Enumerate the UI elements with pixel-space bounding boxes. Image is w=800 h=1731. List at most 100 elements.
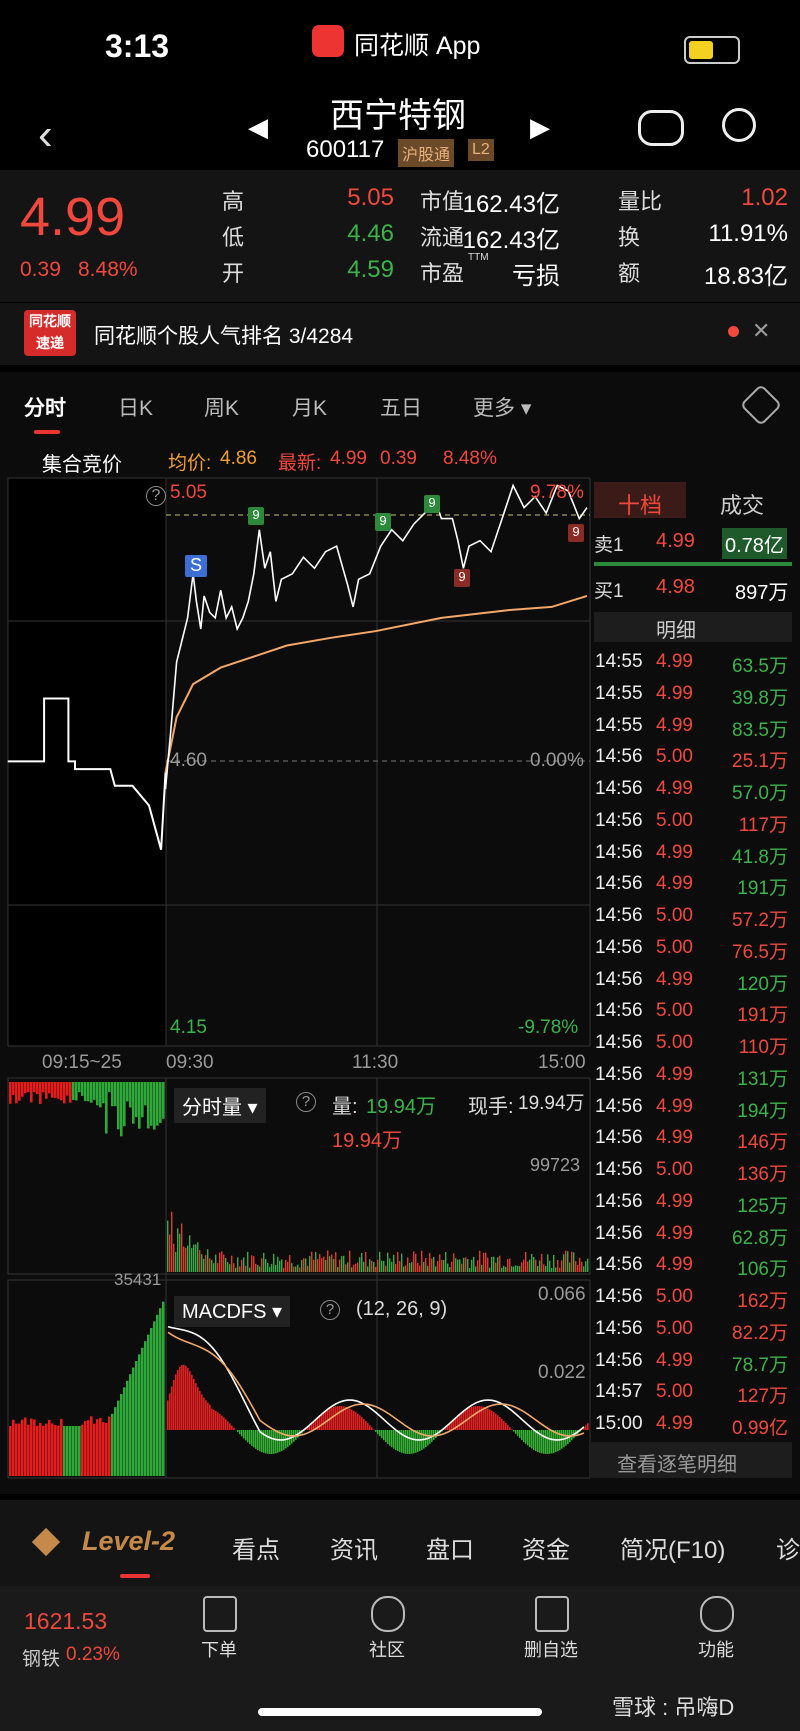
volume-bar xyxy=(173,1243,175,1272)
volume-bar xyxy=(393,1254,395,1272)
back-button[interactable]: ‹ xyxy=(38,110,53,159)
auction-vol xyxy=(99,1082,102,1108)
auction-bar xyxy=(144,1341,147,1476)
volume-bar xyxy=(431,1258,433,1272)
macd-bar xyxy=(451,1420,453,1430)
buy-price: 4.98 xyxy=(656,576,695,598)
help-icon[interactable]: ? xyxy=(320,1300,340,1320)
chart-tab[interactable]: 五日 xyxy=(380,397,422,420)
nav-icon[interactable] xyxy=(203,1596,237,1632)
chart-tab[interactable]: 更多 ▾ xyxy=(473,397,532,420)
bottom-tab[interactable]: 资讯 xyxy=(330,1537,378,1564)
help-icon[interactable]: ? xyxy=(146,486,166,506)
trade-volume: 82.2万 xyxy=(732,1322,788,1344)
chart-tab[interactable]: 分时 xyxy=(24,397,66,420)
auction-bar xyxy=(147,1334,150,1476)
help-icon[interactable]: ? xyxy=(296,1092,316,1112)
trade-price: 4.99 xyxy=(656,682,693,704)
detail-bar[interactable] xyxy=(594,612,792,642)
macd-bar xyxy=(201,1394,203,1430)
volume-bar xyxy=(385,1265,387,1272)
change-pct: 8.48% xyxy=(78,258,138,281)
trade-time: 14:56 xyxy=(595,1063,643,1085)
volume-bar xyxy=(195,1244,197,1272)
volume-selector[interactable]: 分时量 ▾ xyxy=(174,1088,266,1123)
banner-text[interactable]: 同花顺个股人气排名 3/4284 xyxy=(94,325,354,348)
macd-bar xyxy=(459,1413,461,1430)
volume-bar xyxy=(241,1259,243,1272)
volume-bar xyxy=(181,1223,183,1272)
trade-volume: 162万 xyxy=(737,1291,788,1312)
volume-bar xyxy=(353,1264,355,1272)
bottom-tab[interactable]: 资金 xyxy=(522,1537,570,1564)
vol: 19.94万 xyxy=(366,1096,437,1118)
chart-tab[interactable]: 周K xyxy=(204,397,240,420)
more-bar[interactable] xyxy=(590,1442,792,1478)
macd-bar xyxy=(177,1369,179,1430)
volume-bar xyxy=(293,1266,295,1272)
stat-value: 4.46 xyxy=(347,220,394,247)
volume-bar xyxy=(237,1257,239,1272)
nav-label[interactable]: 功能 xyxy=(698,1640,734,1660)
volume-bar xyxy=(271,1263,273,1272)
macd-bar xyxy=(499,1417,501,1430)
next-stock[interactable]: ▶ xyxy=(530,112,550,142)
macd-bar xyxy=(487,1408,489,1430)
bottom-tab[interactable]: 诊 xyxy=(776,1537,800,1564)
macd-bar xyxy=(205,1400,207,1430)
prev-stock[interactable]: ◀ xyxy=(248,112,268,142)
book-tab[interactable]: 成交 xyxy=(720,493,765,518)
volume-bar xyxy=(423,1261,425,1272)
watermark: 雪球 : 吊嗨D xyxy=(612,1695,735,1720)
bottom-tab[interactable]: 盘口 xyxy=(426,1537,474,1564)
volume-bar xyxy=(447,1263,449,1272)
nav-label[interactable]: 删自选 xyxy=(524,1640,578,1660)
volume-bar xyxy=(289,1255,291,1272)
auction-vol xyxy=(39,1082,42,1104)
macd-bar xyxy=(501,1418,503,1430)
close-banner[interactable]: ✕ xyxy=(752,318,771,343)
trade-volume: 57.0万 xyxy=(732,783,788,804)
nav-icon[interactable] xyxy=(700,1596,734,1632)
auction-bar xyxy=(57,1425,60,1476)
macd-bar xyxy=(481,1406,483,1430)
trade-time: 14:56 xyxy=(595,841,643,863)
chart-tab[interactable]: 月K xyxy=(292,397,328,420)
bottom-tab[interactable]: 看点 xyxy=(232,1537,280,1564)
volume-bar xyxy=(561,1260,563,1272)
nav-icon[interactable] xyxy=(371,1596,405,1632)
macd-bar xyxy=(397,1430,399,1452)
robot-icon[interactable] xyxy=(638,110,684,146)
macd-bar xyxy=(321,1413,323,1430)
volume-bar xyxy=(421,1250,423,1272)
macd-bar xyxy=(381,1430,383,1439)
volume-bar xyxy=(267,1262,269,1272)
volume-bar xyxy=(371,1260,373,1272)
bottom-tab[interactable]: 简况(F10) xyxy=(620,1537,726,1564)
signal-marker: 9 xyxy=(375,513,391,531)
macd-bar xyxy=(453,1418,455,1430)
auction-bar xyxy=(18,1423,21,1476)
volume-bar xyxy=(339,1259,341,1272)
search-icon[interactable] xyxy=(722,108,756,142)
nav-icon[interactable] xyxy=(535,1596,569,1632)
volume-bar xyxy=(441,1259,443,1272)
avg-label: 均价: xyxy=(168,453,212,474)
trade-volume: 127万 xyxy=(737,1386,788,1408)
chart-tab[interactable]: 日K xyxy=(118,397,154,420)
auction-vol xyxy=(48,1082,51,1094)
volume-bar xyxy=(365,1251,367,1272)
book-tab[interactable]: 十档 xyxy=(618,493,663,518)
macd-bar xyxy=(197,1387,199,1430)
auction-vol xyxy=(153,1082,156,1130)
more-link[interactable]: 查看逐笔明细 xyxy=(617,1454,737,1476)
volume-bar xyxy=(301,1260,303,1272)
nav-label[interactable]: 社区 xyxy=(369,1640,405,1660)
nav-label[interactable]: 下单 xyxy=(201,1640,237,1660)
bottom-tab[interactable]: Level-2 xyxy=(82,1526,176,1556)
macd-selector[interactable]: MACDFS ▾ xyxy=(174,1296,291,1327)
volume-bar xyxy=(369,1259,371,1272)
macd-bar xyxy=(521,1430,523,1440)
volume-bar xyxy=(177,1228,179,1272)
